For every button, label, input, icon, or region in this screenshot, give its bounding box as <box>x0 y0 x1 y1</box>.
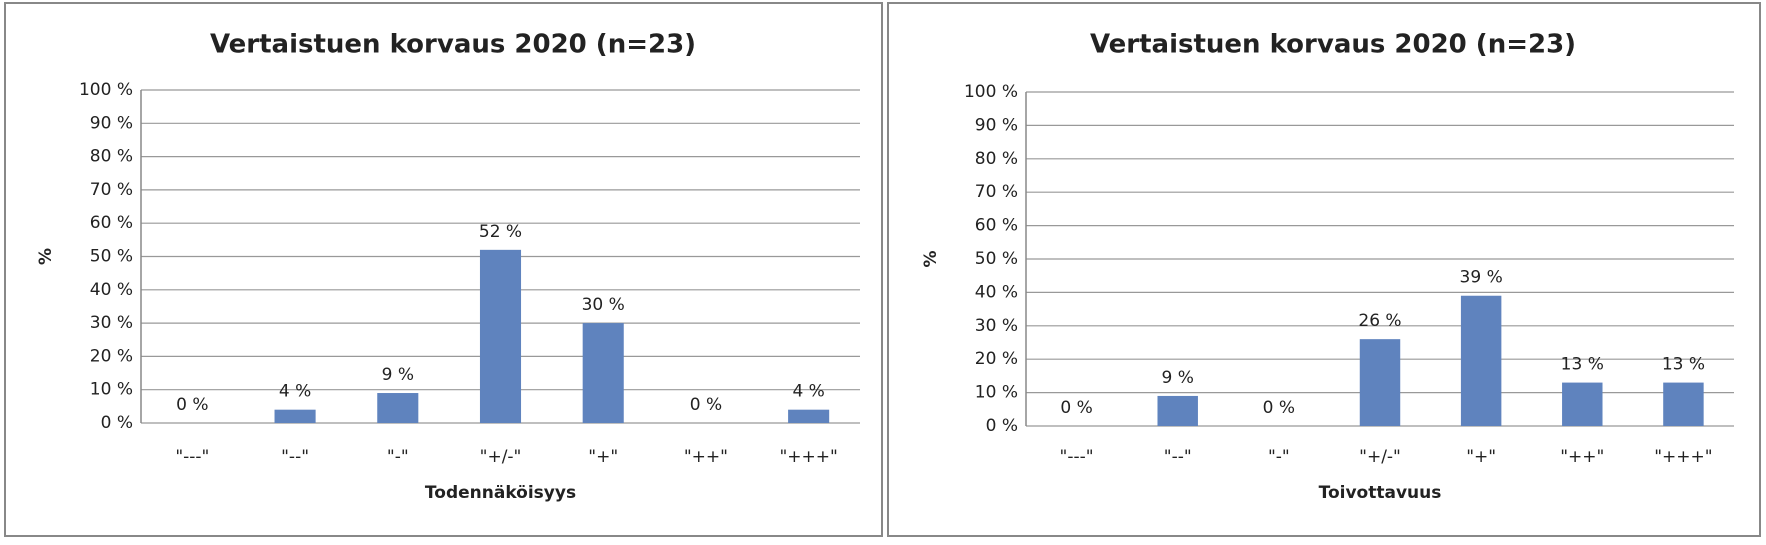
x-axis-title: Todennäköisyys <box>425 483 576 503</box>
panel-border <box>4 2 883 537</box>
data-label: 39 % <box>1460 268 1503 288</box>
bar <box>582 323 624 423</box>
x-tick-label: "---" <box>1060 447 1094 467</box>
data-label: 4 % <box>279 382 311 402</box>
bar <box>1562 382 1603 426</box>
x-tick-label: "+++" <box>1654 447 1712 467</box>
x-tick-label: "++" <box>684 447 728 467</box>
bar <box>1157 395 1198 426</box>
y-tick-label: 50 % <box>975 249 1018 269</box>
x-tick-label: "-" <box>387 447 409 467</box>
y-tick-label: 50 % <box>90 247 133 267</box>
bar <box>1663 382 1704 426</box>
bar <box>274 409 316 423</box>
y-tick-label: 10 % <box>90 380 133 400</box>
data-label: 9 % <box>1162 368 1194 388</box>
y-tick-label: 70 % <box>975 182 1018 202</box>
y-tick-label: 80 % <box>90 147 133 167</box>
y-tick-label: 70 % <box>90 180 133 200</box>
bar <box>479 249 522 423</box>
data-label: 0 % <box>1060 398 1092 418</box>
y-tick-label: 20 % <box>90 346 133 366</box>
x-tick-label: "--" <box>1164 447 1192 467</box>
x-tick-label: "+" <box>1466 447 1496 467</box>
y-tick-label: 100 % <box>79 80 133 100</box>
x-tick-label: "-" <box>1268 447 1290 467</box>
data-label: 0 % <box>690 395 722 415</box>
data-label: 30 % <box>582 295 625 315</box>
x-tick-label: "++" <box>1560 447 1604 467</box>
x-tick-label: "--" <box>281 447 309 467</box>
data-label: 9 % <box>382 365 414 385</box>
x-tick-label: "+" <box>588 447 618 467</box>
y-tick-label: 90 % <box>90 113 133 133</box>
x-tick-label: "+/-" <box>1359 447 1401 467</box>
data-label: 26 % <box>1358 311 1401 331</box>
y-tick-label: 60 % <box>975 216 1018 236</box>
bar <box>1359 339 1401 426</box>
bar <box>1460 295 1502 426</box>
bar <box>377 393 419 423</box>
chart-title: Vertaistuen korvaus 2020 (n=23) <box>210 30 696 60</box>
y-tick-label: 40 % <box>975 282 1018 302</box>
x-tick-label: "+++" <box>779 447 837 467</box>
y-axis-title: % <box>921 250 941 267</box>
data-label: 0 % <box>176 395 208 415</box>
y-tick-label: 100 % <box>964 82 1018 102</box>
y-tick-label: 40 % <box>90 280 133 300</box>
data-label: 4 % <box>792 382 824 402</box>
y-tick-label: 20 % <box>975 349 1018 369</box>
data-label: 13 % <box>1561 355 1604 375</box>
y-tick-label: 0 % <box>986 416 1018 436</box>
y-tick-label: 30 % <box>90 313 133 333</box>
x-tick-label: "+/-" <box>480 447 522 467</box>
x-axis-title: Toivottavuus <box>1319 483 1442 503</box>
bar <box>788 409 830 423</box>
chart-title: Vertaistuen korvaus 2020 (n=23) <box>1090 30 1576 60</box>
y-tick-label: 60 % <box>90 213 133 233</box>
y-tick-label: 30 % <box>975 316 1018 336</box>
x-tick-label: "---" <box>175 447 209 467</box>
panel-border <box>887 2 1761 537</box>
y-tick-label: 90 % <box>975 115 1018 135</box>
y-axis-title: % <box>36 248 56 265</box>
y-tick-label: 10 % <box>975 383 1018 403</box>
data-label: 52 % <box>479 222 522 242</box>
y-tick-label: 0 % <box>101 413 133 433</box>
data-label: 0 % <box>1263 398 1295 418</box>
data-label: 13 % <box>1662 355 1705 375</box>
y-tick-label: 80 % <box>975 149 1018 169</box>
